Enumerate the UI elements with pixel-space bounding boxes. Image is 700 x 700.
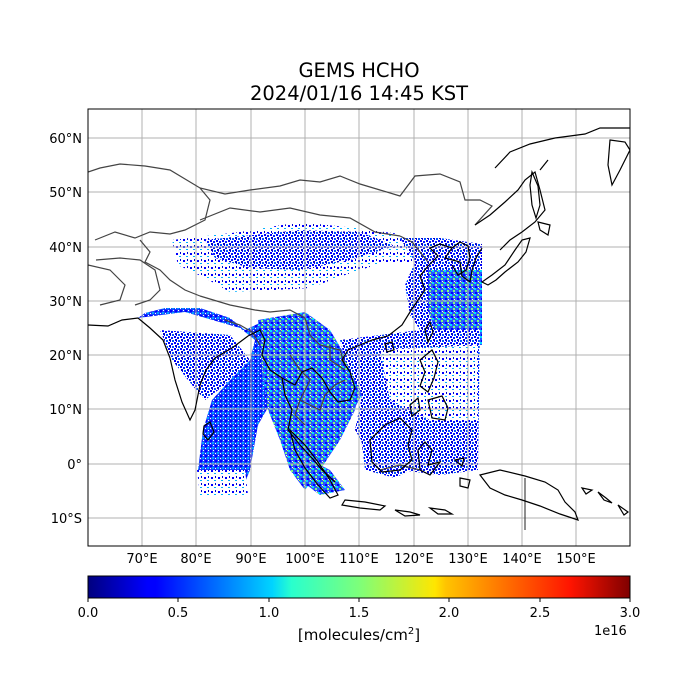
colorbar-gradient [87, 575, 631, 599]
colorbar-tick-label: 3.0 [620, 606, 641, 621]
lon-tick-label: 150°E [556, 552, 596, 567]
colorbar-ticks [87, 598, 631, 602]
lon-tick-label: 70°E [126, 552, 157, 567]
colorbar-tick-label: 0.5 [168, 606, 189, 621]
lon-tick-label: 120°E [394, 552, 434, 567]
map-frame [87, 108, 631, 547]
lat-tick-label: 40°N [49, 241, 82, 256]
colorbar-tick-label: 0.0 [78, 606, 99, 621]
lon-tick-label: 80°E [180, 552, 211, 567]
lat-tick-label: 10°N [49, 403, 82, 418]
colorbar-tick-label: 2.0 [439, 606, 460, 621]
colorbar-tick-label: 1.0 [259, 606, 280, 621]
lon-tick-label: 130°E [448, 552, 488, 567]
colorbar-tick-label: 2.5 [530, 606, 551, 621]
colorbar-tick-label: 1.5 [349, 606, 370, 621]
map-subtitle-datetime: 2024/01/16 14:45 KST [249, 82, 469, 105]
map-title: GEMS HCHO [298, 59, 420, 82]
units-close: ] [414, 626, 421, 644]
country-borders [88, 163, 526, 530]
longitude-axis: 70°E 80°E 90°E 100°E 110°E 120°E 130°E 1… [126, 552, 595, 567]
coastlines [88, 127, 630, 521]
lat-tick-label: 50°N [49, 186, 82, 201]
latitude-axis: 60°N 50°N 40°N 30°N 20°N 10°N 0° 10°S [49, 132, 82, 527]
colorbar-units-label: [molecules/cm2] [88, 626, 630, 644]
colorbar-exponent: 1e16 [594, 624, 627, 639]
lon-tick-label: 140°E [502, 552, 542, 567]
lon-tick-label: 90°E [235, 552, 266, 567]
lat-tick-label: 10°S [51, 512, 82, 527]
lat-tick-label: 60°N [49, 132, 82, 147]
lon-tick-label: 100°E [285, 552, 325, 567]
colorbar: 0.0 0.5 1.0 1.5 2.0 2.5 3.0 [78, 575, 641, 621]
units-text: [molecules/cm [297, 626, 408, 644]
lat-tick-label: 0° [67, 458, 82, 473]
map-gridlines [88, 109, 630, 546]
lat-tick-label: 20°N [49, 349, 82, 364]
units-superscript: 2 [407, 626, 415, 637]
lat-tick-label: 30°N [49, 295, 82, 310]
lon-tick-label: 110°E [339, 552, 379, 567]
